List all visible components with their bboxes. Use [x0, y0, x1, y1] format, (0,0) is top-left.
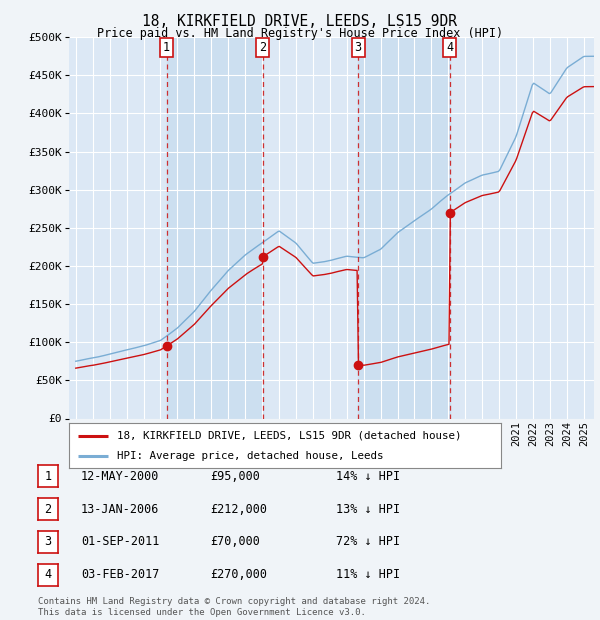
Text: 11% ↓ HPI: 11% ↓ HPI [336, 569, 400, 581]
Text: 18, KIRKFIELD DRIVE, LEEDS, LS15 9DR (detached house): 18, KIRKFIELD DRIVE, LEEDS, LS15 9DR (de… [116, 430, 461, 441]
Text: 3: 3 [44, 536, 52, 548]
Text: Contains HM Land Registry data © Crown copyright and database right 2024.
This d: Contains HM Land Registry data © Crown c… [38, 598, 430, 617]
Text: 72% ↓ HPI: 72% ↓ HPI [336, 536, 400, 548]
Text: Price paid vs. HM Land Registry's House Price Index (HPI): Price paid vs. HM Land Registry's House … [97, 27, 503, 40]
Text: 13% ↓ HPI: 13% ↓ HPI [336, 503, 400, 515]
Text: 1: 1 [163, 41, 170, 53]
Text: HPI: Average price, detached house, Leeds: HPI: Average price, detached house, Leed… [116, 451, 383, 461]
Text: 3: 3 [355, 41, 362, 53]
Text: 4: 4 [44, 569, 52, 581]
Bar [358, 37, 450, 418]
Bar [167, 37, 263, 418]
Text: 13-JAN-2006: 13-JAN-2006 [81, 503, 160, 515]
Text: 2: 2 [44, 503, 52, 515]
Text: £70,000: £70,000 [210, 536, 260, 548]
Text: 2: 2 [259, 41, 266, 53]
Text: £270,000: £270,000 [210, 569, 267, 581]
Text: £212,000: £212,000 [210, 503, 267, 515]
Text: 18, KIRKFIELD DRIVE, LEEDS, LS15 9DR: 18, KIRKFIELD DRIVE, LEEDS, LS15 9DR [143, 14, 458, 29]
Text: 14% ↓ HPI: 14% ↓ HPI [336, 470, 400, 482]
Text: £95,000: £95,000 [210, 470, 260, 482]
Text: 01-SEP-2011: 01-SEP-2011 [81, 536, 160, 548]
Text: 03-FEB-2017: 03-FEB-2017 [81, 569, 160, 581]
Text: 1: 1 [44, 470, 52, 482]
Text: 4: 4 [446, 41, 454, 53]
Text: 12-MAY-2000: 12-MAY-2000 [81, 470, 160, 482]
